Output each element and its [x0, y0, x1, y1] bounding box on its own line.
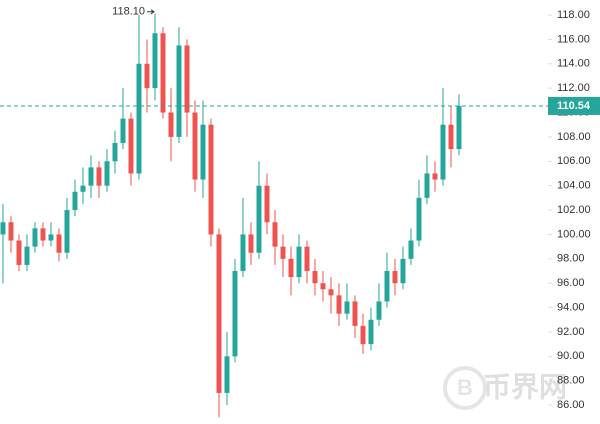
candle-body: [152, 33, 158, 89]
candle-body: [168, 112, 174, 137]
y-tick-label: 90.00: [557, 350, 585, 362]
candle-body: [384, 271, 390, 302]
y-tick-label: 100.00: [557, 228, 591, 240]
candle-body: [424, 173, 430, 198]
y-tick-label: 94.00: [557, 301, 585, 313]
last-price-tag: [548, 96, 600, 115]
candle-body: [280, 246, 286, 259]
candle-body: [32, 228, 38, 247]
y-tick-label: 118.00: [557, 9, 590, 21]
candle-body: [208, 124, 214, 235]
candle-body: [136, 63, 142, 174]
y-tick-label: 112.00: [557, 82, 590, 94]
candle-body: [200, 124, 206, 180]
candle-body: [288, 258, 294, 278]
candle-body: [400, 258, 406, 284]
y-tick-label: 88.00: [557, 375, 585, 387]
candle-body: [320, 283, 326, 290]
candle-body: [192, 112, 198, 180]
candle-body: [104, 161, 110, 186]
candle-body: [0, 222, 6, 235]
candle-body: [80, 185, 86, 192]
y-tick-label: 96.00: [557, 277, 585, 289]
candle-body: [312, 271, 318, 284]
candle-body: [376, 301, 382, 320]
candle-body: [72, 191, 78, 211]
candle-body: [216, 234, 222, 393]
candle-body: [184, 45, 190, 113]
max-label: 118.10: [112, 6, 145, 18]
svg-text:B: B: [457, 375, 473, 400]
candle-body: [40, 228, 46, 241]
candle-body: [392, 271, 398, 284]
max-arrow-head: [150, 9, 155, 15]
candle-body: [24, 246, 30, 265]
last-price-label: 110.54: [557, 100, 591, 112]
candle-body: [112, 142, 118, 162]
candle-body: [344, 301, 350, 314]
candle-body: [224, 356, 230, 393]
candle-body: [272, 222, 278, 247]
candle-body: [456, 105, 462, 150]
watermark: 币界网: [483, 371, 567, 402]
candle-body: [96, 167, 102, 186]
candle-body: [440, 124, 446, 180]
candle-body: [160, 33, 166, 113]
candle-body: [88, 167, 94, 186]
candle-body: [448, 124, 454, 150]
candle-body: [144, 63, 150, 89]
candle-body: [64, 210, 70, 253]
watermark-logo: B: [443, 366, 487, 410]
y-tick-label: 114.00: [557, 58, 590, 70]
candle-body: [120, 118, 126, 143]
candle-body: [416, 197, 422, 241]
y-tick-label: 86.00: [557, 399, 585, 411]
y-tick-label: 104.00: [557, 180, 591, 192]
y-tick-label: 102.00: [557, 204, 591, 216]
y-tick-label: 116.00: [557, 33, 590, 45]
candle-body: [336, 295, 342, 314]
y-tick-label: 92.00: [557, 326, 585, 338]
candle-body: [176, 45, 182, 137]
candle-body: [256, 185, 262, 253]
candle-body: [304, 246, 310, 272]
candle-body: [360, 325, 366, 345]
candle-body: [128, 118, 134, 174]
candle-body: [16, 240, 22, 265]
candle-body: [368, 319, 374, 345]
candle-body: [408, 240, 414, 259]
candle-body: [56, 234, 62, 253]
candle-body: [328, 289, 334, 296]
candle-body: [264, 185, 270, 223]
candle-body: [248, 234, 254, 253]
candle-body: [296, 246, 302, 278]
y-tick-label: 106.00: [557, 155, 591, 167]
candle-body: [232, 271, 238, 357]
candle-body: [432, 173, 438, 180]
y-tick-label: 108.00: [557, 131, 591, 143]
candle-body: [8, 222, 14, 241]
candle-body: [240, 234, 246, 272]
candle-body: [48, 234, 54, 241]
candle-body: [352, 301, 358, 326]
y-tick-label: 98.00: [557, 253, 585, 265]
